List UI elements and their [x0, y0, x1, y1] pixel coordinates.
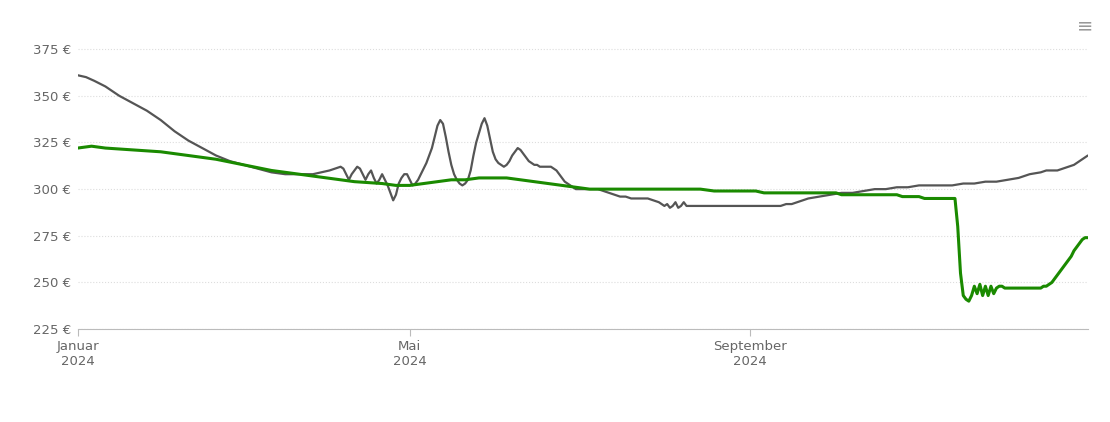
Text: ≡: ≡ — [1077, 17, 1093, 36]
